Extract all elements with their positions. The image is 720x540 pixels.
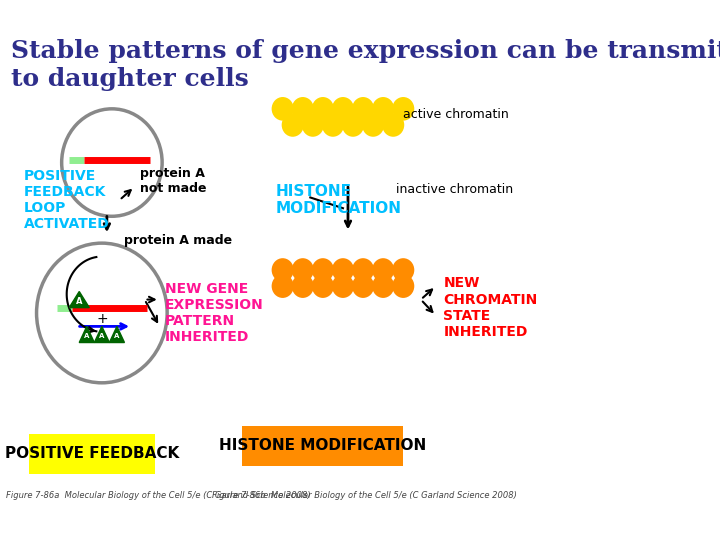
Polygon shape: [94, 326, 109, 342]
Text: NEW GENE
EXPRESSION
PATTERN
INHERITED: NEW GENE EXPRESSION PATTERN INHERITED: [165, 282, 264, 345]
Circle shape: [392, 97, 414, 120]
Text: A: A: [114, 333, 120, 339]
Text: protein A
not made: protein A not made: [140, 167, 206, 195]
Circle shape: [362, 113, 384, 137]
Circle shape: [322, 113, 344, 137]
Text: Figure 7-86a  Molecular Biology of the Cell 5/e (C Garland Science 2008): Figure 7-86a Molecular Biology of the Ce…: [6, 491, 311, 500]
Circle shape: [342, 113, 364, 137]
Circle shape: [292, 97, 314, 120]
Text: Stable patterns of gene expression can be transmitted
to daughter cells: Stable patterns of gene expression can b…: [12, 39, 720, 91]
Circle shape: [312, 97, 334, 120]
Circle shape: [302, 113, 324, 137]
Circle shape: [271, 274, 294, 298]
Circle shape: [332, 97, 354, 120]
Text: POSITIVE FEEDBACK: POSITIVE FEEDBACK: [5, 446, 179, 461]
Circle shape: [292, 274, 314, 298]
Text: active chromatin: active chromatin: [403, 107, 509, 121]
Circle shape: [271, 97, 294, 120]
Text: NEW
CHROMATIN
STATE
INHERITED: NEW CHROMATIN STATE INHERITED: [444, 276, 538, 339]
Circle shape: [312, 274, 334, 298]
Circle shape: [372, 258, 394, 282]
Text: inactive chromatin: inactive chromatin: [396, 183, 513, 196]
Circle shape: [332, 258, 354, 282]
FancyBboxPatch shape: [243, 426, 403, 466]
Circle shape: [372, 97, 394, 120]
Circle shape: [382, 113, 404, 137]
Text: HISTONE
MODIFICATION: HISTONE MODIFICATION: [275, 184, 401, 217]
Circle shape: [292, 258, 314, 282]
Text: protein A made: protein A made: [125, 234, 233, 247]
Text: A: A: [99, 333, 104, 339]
Circle shape: [271, 258, 294, 282]
Circle shape: [352, 97, 374, 120]
Circle shape: [282, 113, 304, 137]
Polygon shape: [109, 326, 125, 342]
Text: POSITIVE
FEEDBACK
LOOP
ACTIVATED: POSITIVE FEEDBACK LOOP ACTIVATED: [24, 169, 109, 232]
Polygon shape: [69, 292, 89, 308]
Polygon shape: [79, 326, 94, 342]
Circle shape: [352, 258, 374, 282]
Text: Figure 7-86b  Molecular Biology of the Cell 5/e (C Garland Science 2008): Figure 7-86b Molecular Biology of the Ce…: [212, 491, 517, 500]
Text: A: A: [76, 296, 83, 306]
Circle shape: [372, 274, 394, 298]
Text: +: +: [96, 313, 108, 326]
Text: HISTONE MODIFICATION: HISTONE MODIFICATION: [220, 438, 426, 453]
FancyBboxPatch shape: [29, 434, 155, 474]
Circle shape: [332, 274, 354, 298]
Text: A: A: [84, 333, 89, 339]
Circle shape: [352, 274, 374, 298]
Circle shape: [392, 258, 414, 282]
Circle shape: [312, 258, 334, 282]
Circle shape: [392, 274, 414, 298]
